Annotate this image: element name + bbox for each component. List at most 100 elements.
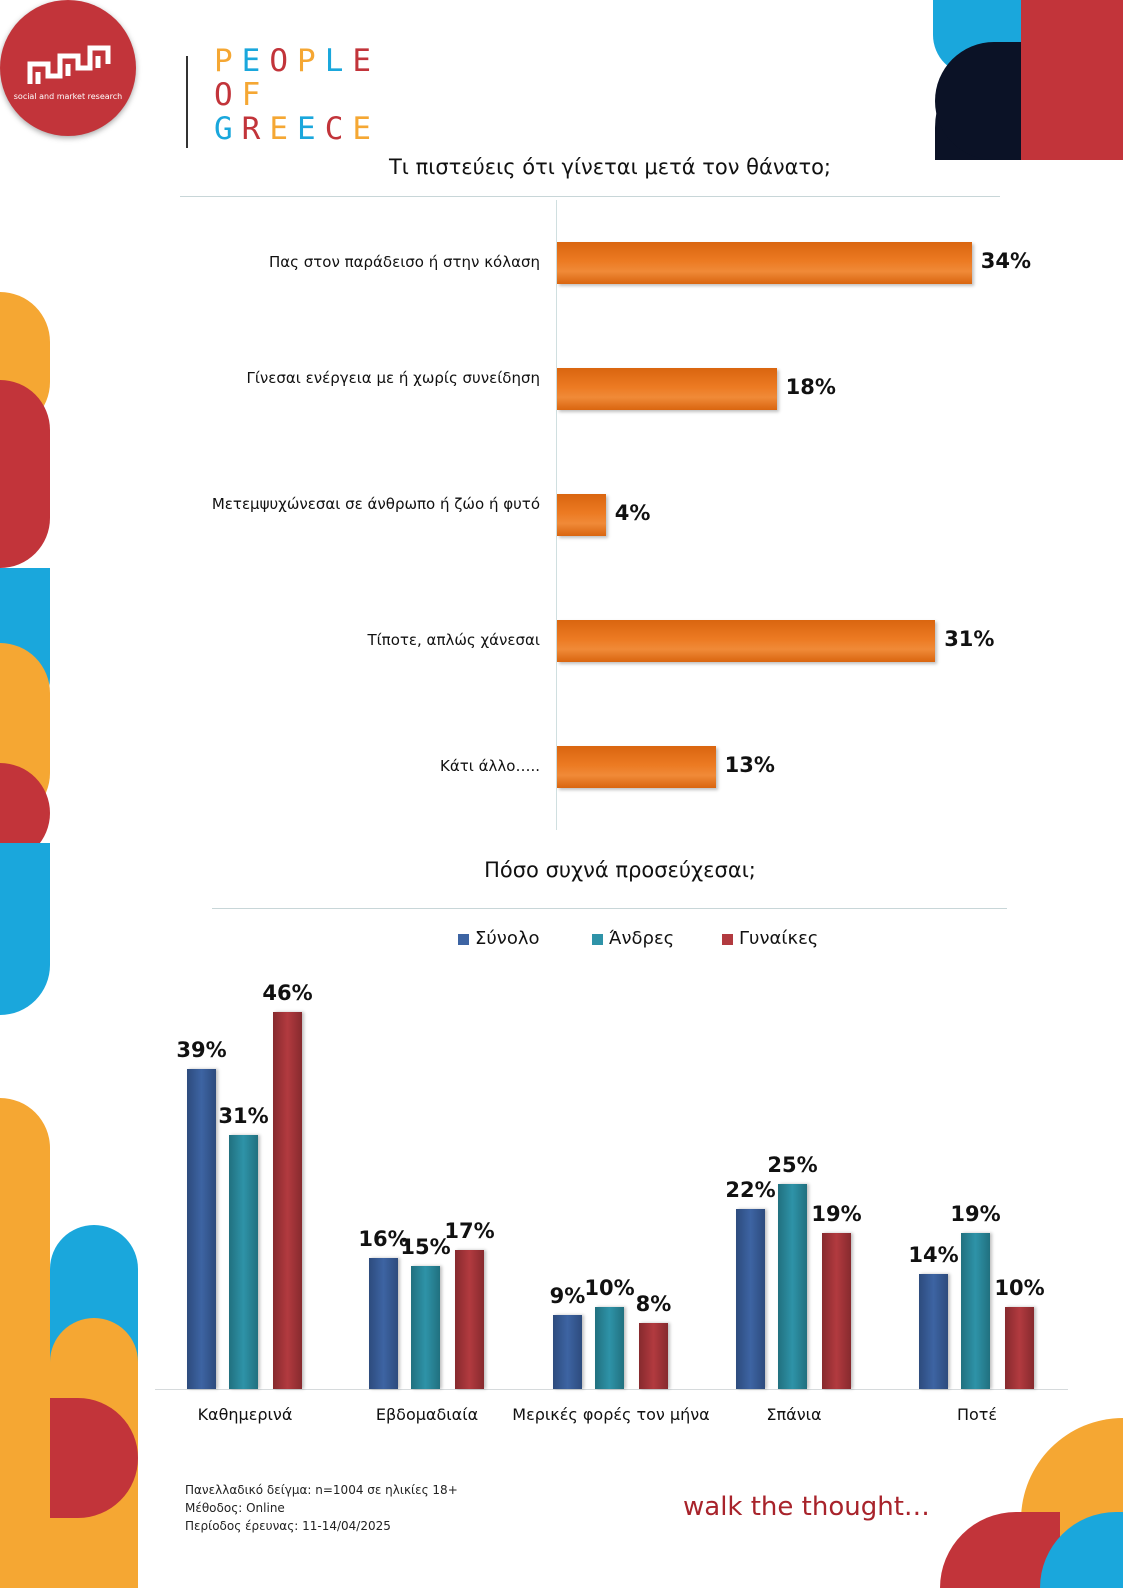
chart1-category-text: Πας στον παράδεισο ή στην κόλαση <box>268 253 540 271</box>
legend-label: Γυναίκες <box>739 928 819 949</box>
top-right-red-round <box>1021 40 1123 160</box>
chart2-category-label: Καθημερινά <box>197 1405 293 1424</box>
chart2-value-label: 10% <box>584 1276 635 1300</box>
chart2-value-label: 22% <box>725 1177 776 1202</box>
chart2-bar <box>1005 1307 1034 1389</box>
brand-letter: E <box>297 111 325 147</box>
chart1-value-label: 34% <box>980 249 1032 273</box>
legend-item: Γυναίκες <box>722 928 818 949</box>
chart2-bar <box>187 1069 216 1389</box>
chart1-category-text: Κάτι άλλο….. <box>440 757 540 775</box>
legend-label: Άνδρες <box>609 928 675 949</box>
legend-item: Σύνολο <box>458 928 540 949</box>
chart1-category-label: Τίποτε, απλώς χάνεσαι <box>170 630 540 651</box>
chart1-category-text: Τίποτε, απλώς χάνεσαι <box>367 631 540 649</box>
legend-swatch <box>722 933 733 945</box>
chart2-baseline <box>155 1389 1068 1390</box>
brand-letter: P <box>214 43 242 79</box>
company-logo: social and market research <box>0 0 136 136</box>
brand-letter: L <box>324 43 353 79</box>
chart2-bar <box>822 1233 851 1389</box>
chart1-category-label: Γίνεσαι ενέργεια με ή χωρίς συνείδηση <box>170 368 540 389</box>
brand-letter: E <box>352 111 381 147</box>
footer-note-period: Περίοδος έρευνας: 11-14/04/2025 <box>185 1519 391 1533</box>
logo-mark-icon <box>27 45 111 84</box>
chart1-value-label: 13% <box>724 753 775 777</box>
brand-letter: G <box>214 111 242 147</box>
chart2-category-label: Μερικές φορές τον μήνα <box>512 1405 710 1424</box>
chart1-category-label: Πας στον παράδεισο ή στην κόλαση <box>170 252 540 273</box>
chart2-value-label: 15% <box>400 1235 451 1259</box>
left-red-shape-1 <box>0 380 50 568</box>
brand-letter: O <box>214 77 242 113</box>
legend-swatch <box>458 933 469 945</box>
chart1-bar <box>557 620 936 662</box>
chart2-bar <box>595 1307 624 1389</box>
chart1-title: Τι πιστεύεις ότι γίνεται μετά τον θάνατο… <box>388 155 832 179</box>
brand-letter: R <box>241 111 270 147</box>
chart2-category-label: Σπάνια <box>766 1405 822 1424</box>
chart2-bar <box>919 1274 948 1389</box>
top-right-navy-round <box>935 42 1021 160</box>
chart2-bar <box>229 1134 258 1389</box>
left-blue-shape-2 <box>0 843 50 1015</box>
left-yellow-shape-3 <box>0 1098 50 1588</box>
brand-letter: P <box>297 43 325 79</box>
chart2-bar <box>961 1233 990 1389</box>
chart2-value-label: 31% <box>218 1103 269 1128</box>
chart1-category-label: Κάτι άλλο….. <box>170 756 540 777</box>
brand-line-people: PEOPLE <box>214 44 380 78</box>
chart2-value-label: 16% <box>358 1226 409 1251</box>
chart1-category-text: Μετεμψυχώνεσαι σε άνθρωπο ή ζώο ή φυτό <box>211 495 540 513</box>
chart2-value-label: 17% <box>444 1218 495 1243</box>
logo-divider <box>186 56 188 148</box>
chart2-bar <box>553 1315 582 1389</box>
chart2-bar <box>639 1323 668 1389</box>
chart2-value-label: 8% <box>635 1292 672 1317</box>
chart1-bar <box>557 494 606 536</box>
chart2-value-label: 9% <box>549 1284 586 1309</box>
chart1-category-text: Γίνεσαι ενέργεια με ή χωρίς συνείδηση <box>246 369 540 387</box>
legend-swatch <box>592 933 603 945</box>
legend-label: Σύνολο <box>475 928 540 949</box>
chart1-value-label: 31% <box>944 627 995 651</box>
chart1-bar <box>557 368 777 410</box>
logo-tagline: social and market research <box>13 92 123 101</box>
chart1-title-rule <box>180 196 1000 197</box>
chart1-bar <box>557 242 972 284</box>
chart1-axis-line <box>556 200 557 830</box>
chart2-title-rule <box>212 908 1007 909</box>
chart2-bar <box>778 1184 807 1389</box>
chart2-category-label: Ποτέ <box>956 1405 998 1424</box>
chart2-bar <box>411 1266 440 1389</box>
chart2-bar <box>736 1208 765 1389</box>
brand-letter: F <box>241 77 270 113</box>
brand-letter: E <box>352 43 381 79</box>
footer-tagline: walk the thought… <box>683 1492 930 1522</box>
chart2-value-label: 19% <box>811 1202 862 1227</box>
brand-letter: C <box>324 111 353 147</box>
chart1-value-label: 4% <box>614 501 651 525</box>
chart1-category-label: Μετεμψυχώνεσαι σε άνθρωπο ή ζώο ή φυτό <box>170 494 540 515</box>
legend-item: Άνδρες <box>592 928 674 949</box>
footer-note-sample: Πανελλαδικό δείγμα: n=1004 σε ηλικίες 18… <box>185 1483 458 1497</box>
brand-line-greece: GREECE <box>214 112 380 146</box>
brand-line-of: OF <box>214 78 269 112</box>
chart1-value-label: 18% <box>785 375 836 399</box>
footer-note-method: Μέθοδος: Online <box>185 1501 285 1515</box>
brand-letter: E <box>269 111 298 147</box>
chart2-value-label: 25% <box>767 1153 818 1177</box>
chart2-value-label: 19% <box>950 1202 1001 1227</box>
chart2-bar <box>455 1249 484 1389</box>
chart1-bar <box>557 746 716 788</box>
brand-letter: E <box>241 43 270 79</box>
chart2-category-label: Εβδομαδιαία <box>375 1405 479 1424</box>
chart2-value-label: 39% <box>176 1038 227 1063</box>
chart2-value-label: 14% <box>908 1243 959 1268</box>
chart2-bar <box>369 1257 398 1389</box>
chart2-title: Πόσο συχνά προσεύχεσαι; <box>484 858 756 882</box>
chart2-value-label: 10% <box>994 1276 1045 1300</box>
chart2-value-label: 46% <box>262 980 313 1005</box>
brand-letter: O <box>269 43 298 79</box>
chart2-bar <box>273 1011 302 1389</box>
